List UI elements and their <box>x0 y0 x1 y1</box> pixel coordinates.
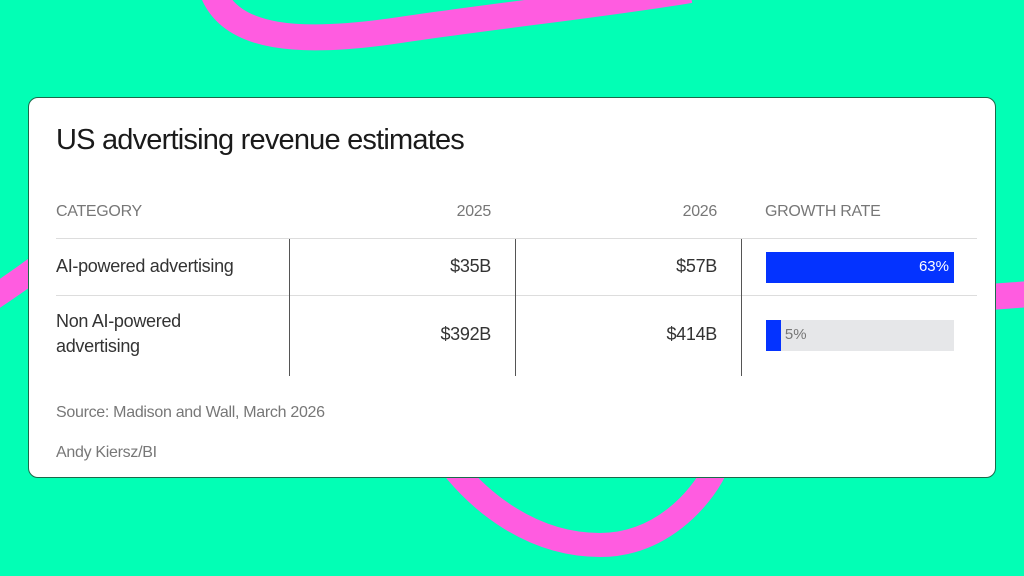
chart-card: US advertising revenue estimates CATEGOR… <box>28 97 996 478</box>
column-header-category: CATEGORY <box>56 203 142 220</box>
row-value-2026: $414B <box>666 324 717 344</box>
header-divider <box>56 238 977 239</box>
row-category: Non AI-powered advertising <box>56 311 181 356</box>
growth-label: 63% <box>918 258 949 275</box>
chart-title: US advertising revenue estimates <box>56 124 465 156</box>
growth-bar <box>766 320 781 351</box>
column-divider <box>741 239 742 376</box>
row-value-2026: $57B <box>676 256 717 276</box>
source-note: Source: Madison and Wall, March 2026 <box>56 404 325 421</box>
column-divider <box>289 239 290 376</box>
row-value-2025: $35B <box>450 256 491 276</box>
growth-label: 5% <box>784 326 807 343</box>
row-category: AI-powered advertising <box>56 256 234 276</box>
column-header-2026: 2026 <box>682 203 718 220</box>
growth-bar <box>766 252 954 283</box>
column-divider <box>515 239 516 376</box>
credit-note: Andy Kiersz/BI <box>56 444 157 461</box>
growth-bar-track: 63% <box>766 252 954 283</box>
row-divider <box>56 295 977 296</box>
column-header-growth-rate: GROWTH RATE <box>765 203 881 220</box>
row-value-2025: $392B <box>440 324 491 344</box>
column-header-2025: 2025 <box>456 203 492 220</box>
growth-bar-track: 5% <box>766 320 954 351</box>
